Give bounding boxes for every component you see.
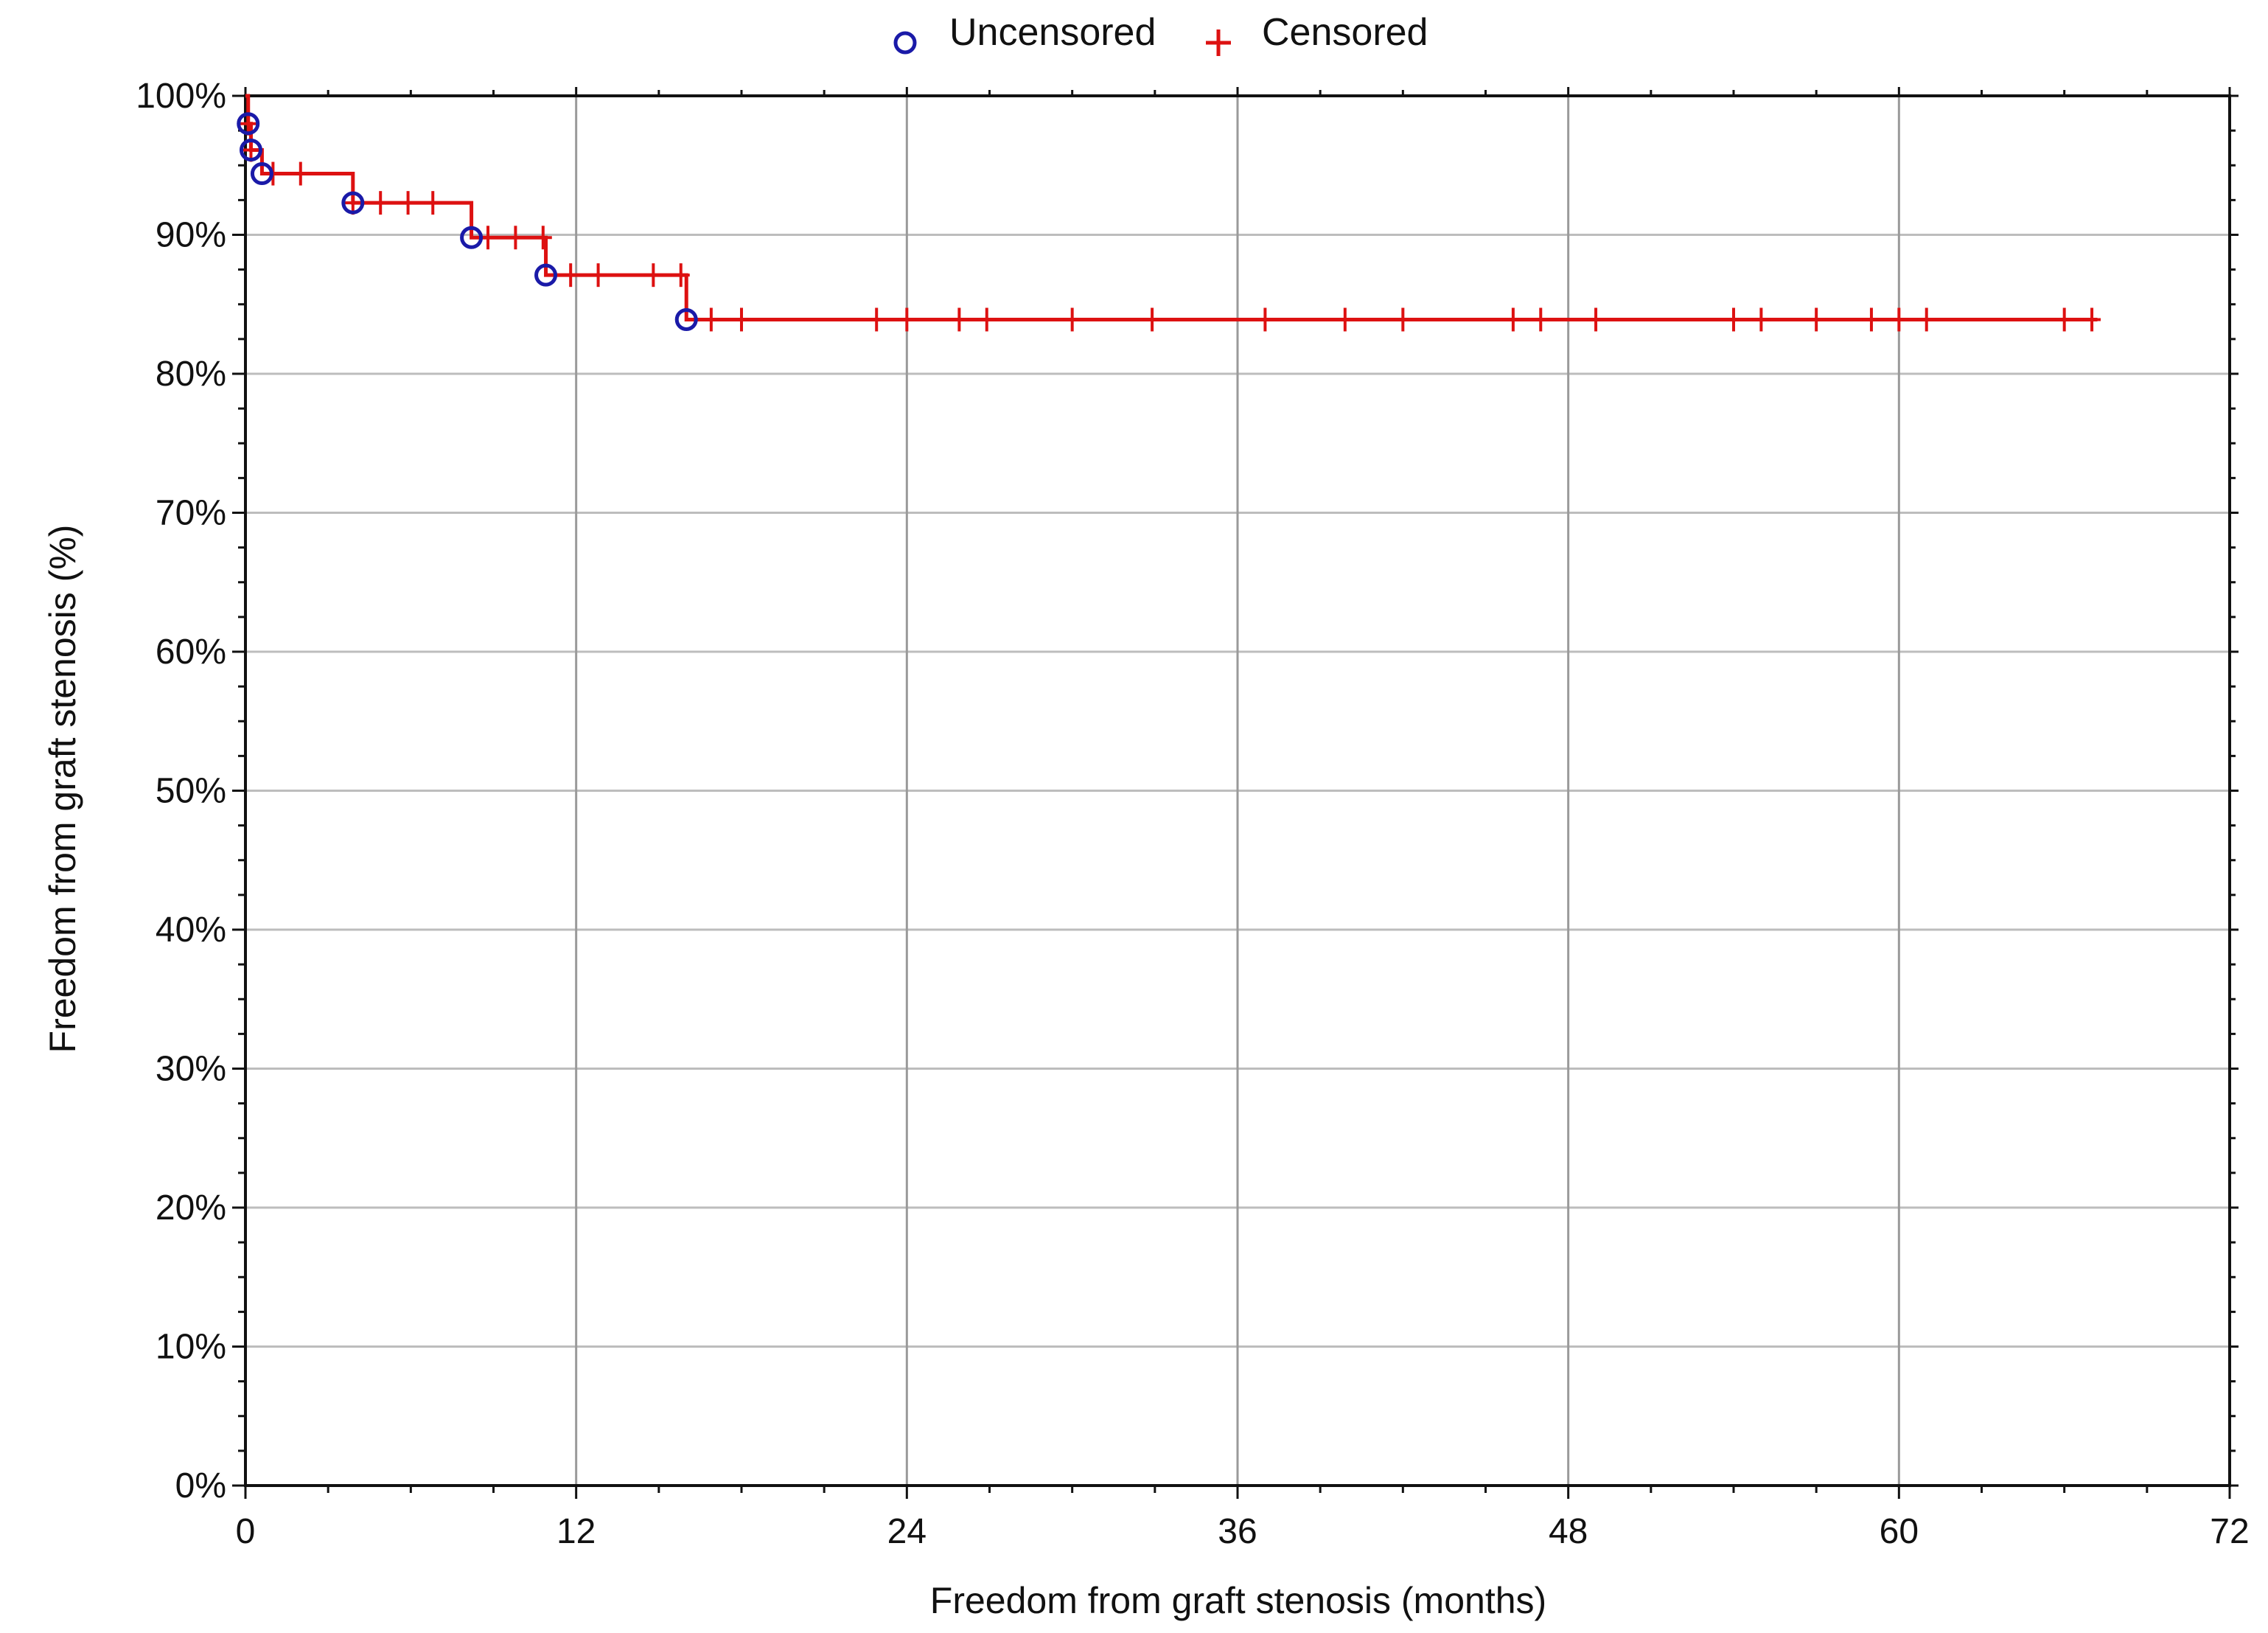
legend-uncensored-marker <box>893 31 917 55</box>
censored-marker <box>1256 307 1274 332</box>
censored-marker <box>671 263 690 288</box>
uncensored-markers <box>237 112 698 331</box>
censored-marker <box>977 307 996 332</box>
x-axis-title: Freedom from graft stenosis (months) <box>930 1580 1546 1621</box>
censored-marker <box>589 263 607 288</box>
y-tick-label: 60% <box>156 633 226 672</box>
censored-marker <box>534 226 552 250</box>
censored-marker <box>868 307 886 332</box>
censored-marker <box>399 191 417 215</box>
censored-marker <box>702 307 720 332</box>
censored-marker <box>1807 307 1826 332</box>
censored-marker <box>1532 307 1550 332</box>
censored-marker <box>506 226 525 250</box>
censored-marker <box>1504 307 1522 332</box>
censored-marker <box>371 191 390 215</box>
censored-marker <box>2055 307 2073 332</box>
censored-marker <box>898 307 916 332</box>
y-tick-label: 80% <box>156 355 226 394</box>
legend-censored-label: Censored <box>1262 11 1428 54</box>
y-tick-labels: 0% 10% 20% 30% 40% 50% 60% 70% 80% 90% 100% <box>136 77 226 1505</box>
uncensored-event-marker <box>341 191 365 215</box>
uncensored-event-marker <box>250 162 273 186</box>
censored-marker <box>1587 307 1605 332</box>
plot-frame <box>232 87 2239 1499</box>
uncensored-event-marker <box>534 263 558 287</box>
censored-marker <box>950 307 969 332</box>
y-tick-label: 0% <box>175 1466 226 1505</box>
x-tick-label: 60 <box>1880 1512 1919 1551</box>
y-tick-label: 90% <box>156 216 226 255</box>
y-tick-label: 100% <box>136 77 226 116</box>
legend-censored-marker <box>1206 29 1231 56</box>
censored-marker <box>291 161 310 186</box>
x-tick-label: 36 <box>1218 1512 1257 1551</box>
x-tick-label: 0 <box>236 1512 256 1551</box>
y-tick-label: 20% <box>156 1188 226 1228</box>
x-tick-label: 24 <box>887 1512 927 1551</box>
x-tick-label: 72 <box>2210 1512 2249 1551</box>
y-tick-label: 10% <box>156 1328 226 1367</box>
censored-marker <box>1917 307 1936 332</box>
x-tick-labels: 0 12 24 36 48 60 72 <box>236 1512 2250 1551</box>
censored-marker <box>424 191 442 215</box>
censored-marker <box>1725 307 1742 332</box>
y-tick-label: 50% <box>156 772 226 811</box>
x-tick-label: 12 <box>556 1512 596 1551</box>
censored-marker <box>1063 307 1081 332</box>
y-tick-label: 70% <box>156 494 226 533</box>
y-axis-title: Freedom from graft stenosis (%) <box>42 525 83 1054</box>
legend: Uncensored Censored <box>893 11 1428 56</box>
censored-marker <box>2083 307 2101 332</box>
y-tick-label: 40% <box>156 910 226 950</box>
censored-marker <box>1862 307 1880 332</box>
censored-marker <box>562 263 580 288</box>
censored-marker <box>733 307 750 332</box>
uncensored-event-marker <box>460 226 484 249</box>
censored-marker <box>644 263 663 288</box>
x-tick-label: 48 <box>1549 1512 1588 1551</box>
uncensored-event-marker <box>237 112 260 136</box>
y-tick-label: 30% <box>156 1050 226 1089</box>
censored-marker <box>1890 307 1908 332</box>
censored-marker <box>1336 307 1354 332</box>
legend-uncensored-label: Uncensored <box>949 11 1156 54</box>
uncensored-event-marker <box>239 139 262 162</box>
censored-marker <box>1394 307 1412 332</box>
censored-marker <box>1752 307 1770 332</box>
uncensored-event-marker <box>674 307 698 331</box>
censored-marker <box>1143 307 1162 332</box>
